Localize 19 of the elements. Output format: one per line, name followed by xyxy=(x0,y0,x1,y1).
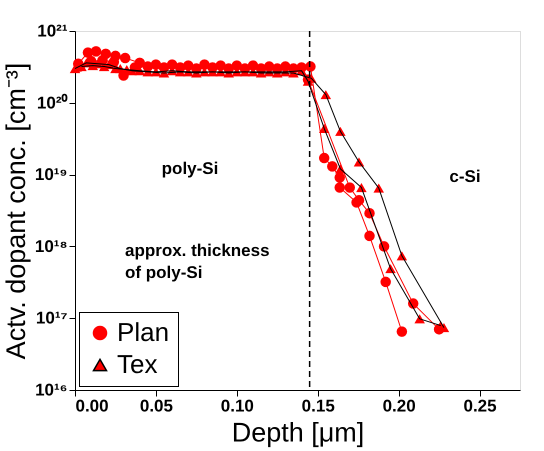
x-tick-label: 0.25 xyxy=(464,396,497,416)
x-tick-label: 0.00 xyxy=(76,396,109,416)
y-tick-label: 10¹⁸ xyxy=(34,236,68,256)
legend-label: Plan xyxy=(117,317,170,347)
annotation: approx. thickness of poly-Si xyxy=(125,241,270,282)
x-tick-label: 0.05 xyxy=(140,396,173,416)
x-tick-label: 0.20 xyxy=(382,396,416,416)
x-tick-label: 0.15 xyxy=(302,396,335,416)
annotation: c-Si xyxy=(449,167,481,186)
x-axis-title: Depth [μm] xyxy=(232,418,364,448)
y-tick-label: 10¹⁶ xyxy=(35,380,68,400)
legend-label: Tex xyxy=(117,349,158,379)
annotation: poly-Si xyxy=(162,159,218,178)
y-tick-label: 10²⁰ xyxy=(36,93,68,112)
y-axis-title: Actv. dopant conc. [cm⁻³] xyxy=(0,62,31,360)
x-tick-label: 0.10 xyxy=(220,396,254,416)
y-tick-label: 10¹⁹ xyxy=(34,165,68,184)
y-tick-label: 10²¹ xyxy=(37,22,68,40)
y-tick-label: 10¹⁷ xyxy=(36,308,68,328)
